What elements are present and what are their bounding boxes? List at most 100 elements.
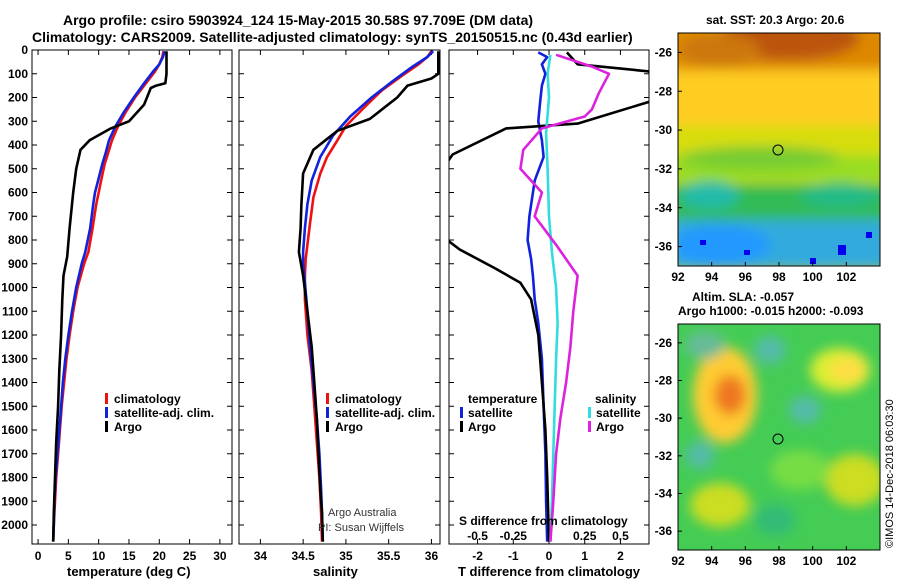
difference-axis-ticks: -2 -1 0 1 2-0.5 -0.25 0 0.25 0.5 bbox=[449, 49, 649, 563]
x-tick-label: 35 bbox=[339, 549, 353, 563]
legend-swatch-climatology bbox=[326, 393, 329, 404]
salinity-axis-ticks: 34 34.5 35 35.5 36 bbox=[239, 49, 440, 563]
depth-tick-label: 800 bbox=[8, 233, 28, 247]
depth-tick-label: 400 bbox=[8, 138, 28, 152]
depth-tick-label: 500 bbox=[8, 162, 28, 176]
x-tick-label: 5 bbox=[65, 549, 72, 563]
series-line-argo bbox=[51, 51, 168, 542]
map-x-tick-label: 94 bbox=[705, 554, 719, 568]
legend-label-climatology: climatology bbox=[335, 392, 402, 406]
depth-tick-label: 1300 bbox=[1, 352, 28, 366]
sla-map-subtitle: Argo h1000: -0.015 h2000: -0.093 bbox=[678, 304, 864, 318]
salinity-difference-label: S difference from climatology bbox=[459, 514, 628, 528]
imos-watermark: ©IMOS 14-Dec-2018 06:03:30 bbox=[884, 399, 896, 548]
x-tick-label: 34.5 bbox=[291, 549, 315, 563]
depth-tick-label: 1900 bbox=[1, 494, 28, 508]
map-y-tick-label: -28 bbox=[655, 84, 673, 98]
legend-swatch-argo bbox=[326, 421, 329, 432]
salinity-panel: 34 34.5 35 35.5 36 salinity climatology sate… bbox=[238, 49, 441, 579]
difference-panel: -2 -1 0 1 2-0.5 -0.25 0 0.25 0.5 T difference fr… bbox=[448, 49, 650, 579]
series-line-satellite-adj-clim- bbox=[51, 50, 166, 542]
map-y-tick-label: -30 bbox=[655, 123, 673, 137]
depth-tick-label: 1200 bbox=[1, 328, 28, 342]
series-line-argo bbox=[297, 51, 440, 542]
map-y-tick-label: -34 bbox=[655, 487, 673, 501]
salinity-legend: climatology satellite-adj. clim. Argo bbox=[326, 392, 435, 434]
temperature-legend: climatology satellite-adj. clim. Argo bbox=[105, 392, 214, 434]
temperature-panel: 0100200300400500600700800900100011001200… bbox=[1, 43, 233, 579]
x-tick-label: 0 bbox=[546, 549, 553, 563]
title-line-1: Argo profile: csiro 5903924_124 15-May-2… bbox=[63, 12, 533, 28]
temperature-axis-ticks: 0 5 10 15 20 25 30 bbox=[32, 49, 232, 563]
legend-title-temperature: temperature bbox=[468, 392, 538, 406]
series-line-t-argo bbox=[449, 51, 649, 542]
map-y-tick-label: -36 bbox=[655, 240, 673, 254]
depth-tick-label: 0 bbox=[21, 43, 28, 57]
x2-tick-label: -0.25 bbox=[500, 529, 528, 543]
map-x-tick-label: 96 bbox=[739, 270, 753, 284]
legend-label-satellite: satellite-adj. clim. bbox=[114, 406, 214, 420]
x-tick-label: 30 bbox=[213, 549, 227, 563]
depth-tick-label: 200 bbox=[8, 91, 28, 105]
legend-swatch-climatology bbox=[105, 393, 108, 404]
legend-swatch-s-argo bbox=[588, 421, 591, 432]
x-tick-label: 25 bbox=[183, 549, 197, 563]
difference-xlabel: T difference from climatology bbox=[458, 564, 641, 579]
x2-tick-label: -0.5 bbox=[467, 529, 488, 543]
x-tick-label: -1 bbox=[508, 549, 519, 563]
x2-tick-label: 0.5 bbox=[612, 529, 629, 543]
depth-tick-label: 1800 bbox=[1, 471, 28, 485]
legend-label-climatology: climatology bbox=[114, 392, 181, 406]
depth-tick-label: 1000 bbox=[1, 281, 28, 295]
credit-line-2: PI: Susan Wijffels bbox=[318, 522, 404, 534]
x-tick-label: 15 bbox=[122, 549, 136, 563]
depth-tick-label: 1600 bbox=[1, 423, 28, 437]
x-tick-label: -2 bbox=[472, 549, 483, 563]
legend-label-t-satellite: satellite bbox=[468, 406, 513, 420]
legend-label-satellite: satellite-adj. clim. bbox=[335, 406, 435, 420]
x-tick-label: 34 bbox=[254, 549, 268, 563]
salinity-axes-frame bbox=[238, 49, 441, 545]
legend-label-t-argo: Argo bbox=[468, 420, 496, 434]
legend-label-s-argo: Argo bbox=[596, 420, 624, 434]
sst-map-field bbox=[678, 33, 880, 266]
x-tick-label: 36 bbox=[425, 549, 439, 563]
x-tick-label: 35.5 bbox=[377, 549, 401, 563]
map-y-tick-label: -36 bbox=[655, 524, 673, 538]
legend-swatch-t-argo bbox=[460, 421, 463, 432]
depth-tick-label: 700 bbox=[8, 209, 28, 223]
series-line-s-satellite bbox=[544, 54, 559, 542]
series-line-s-argo bbox=[519, 53, 611, 542]
map-x-tick-label: 94 bbox=[705, 270, 719, 284]
sla-map-axis-ticks: 92 94 96 98 100 102 -26 -28 -30 -32 -34 -36 bbox=[655, 336, 857, 568]
map-x-tick-label: 98 bbox=[772, 554, 786, 568]
map-x-tick-label: 96 bbox=[739, 554, 753, 568]
depth-tick-label: 1700 bbox=[1, 447, 28, 461]
sst-argo-position-marker bbox=[772, 144, 784, 156]
legend-label-argo: Argo bbox=[335, 420, 363, 434]
sla-map-field bbox=[678, 324, 880, 550]
depth-tick-label: 1100 bbox=[2, 304, 28, 318]
legend-label-s-satellite: satellite bbox=[596, 406, 641, 420]
difference-legend: temperature satellite Argo salinity sate… bbox=[460, 392, 641, 434]
sst-map-title: sat. SST: 20.3 Argo: 20.6 bbox=[706, 13, 845, 27]
legend-swatch-s-satellite bbox=[588, 407, 591, 418]
title-line-2: Climatology: CARS2009. Satellite-adjuste… bbox=[32, 29, 633, 45]
map-x-tick-label: 92 bbox=[671, 554, 685, 568]
depth-tick-label: 2000 bbox=[1, 518, 28, 532]
map-x-tick-label: 92 bbox=[671, 270, 685, 284]
map-y-tick-label: -26 bbox=[655, 336, 673, 350]
sst-map-axis-ticks: 92 94 96 98 100 102 -26 -28 -30 -32 -34 -36 bbox=[655, 45, 857, 284]
x-tick-label: 2 bbox=[617, 549, 624, 563]
credit-line-1: Argo Australia bbox=[328, 507, 397, 519]
sla-map-panel: Altim. SLA: -0.057 Argo h1000: -0.015 h2… bbox=[655, 290, 881, 568]
legend-swatch-satellite bbox=[326, 407, 329, 418]
map-y-tick-label: -30 bbox=[655, 411, 673, 425]
legend-swatch-t-satellite bbox=[460, 407, 463, 418]
map-y-tick-label: -28 bbox=[655, 374, 673, 388]
legend-swatch-argo bbox=[105, 421, 108, 432]
x-tick-label: 0 bbox=[35, 549, 42, 563]
series-line-climatology bbox=[303, 50, 433, 542]
map-x-tick-label: 100 bbox=[803, 554, 823, 568]
